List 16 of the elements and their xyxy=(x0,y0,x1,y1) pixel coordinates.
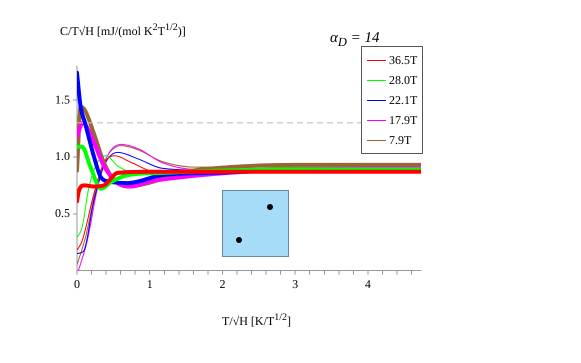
x-axis-title: T/√H [K/T$^{1/2}$] xyxy=(222,312,292,329)
legend-label: 28.0T xyxy=(389,72,418,88)
x-tick-label: 0 xyxy=(74,276,80,291)
y-axis-title: C/T√H [mJ/(mol K$^{2}$T$^{1/2}$)] xyxy=(60,22,186,39)
y-tick-label: 1.0 xyxy=(55,149,70,164)
x-tick-label: 3 xyxy=(292,276,298,291)
x-tick-label: 1 xyxy=(146,276,153,291)
x-tick-label: 4 xyxy=(364,276,371,291)
legend-label: 17.9T xyxy=(389,112,418,128)
chart-title: α$_{D}$ = 14 xyxy=(330,30,380,50)
y-tick-label: 1.5 xyxy=(55,92,70,106)
legend-label: 7.9T xyxy=(389,132,412,148)
y-tick-label: 0.5 xyxy=(55,206,70,220)
legend-label: 36.5T xyxy=(389,52,418,68)
x-tick-label: 2 xyxy=(219,276,226,291)
legend-label: 22.1T xyxy=(389,92,418,108)
